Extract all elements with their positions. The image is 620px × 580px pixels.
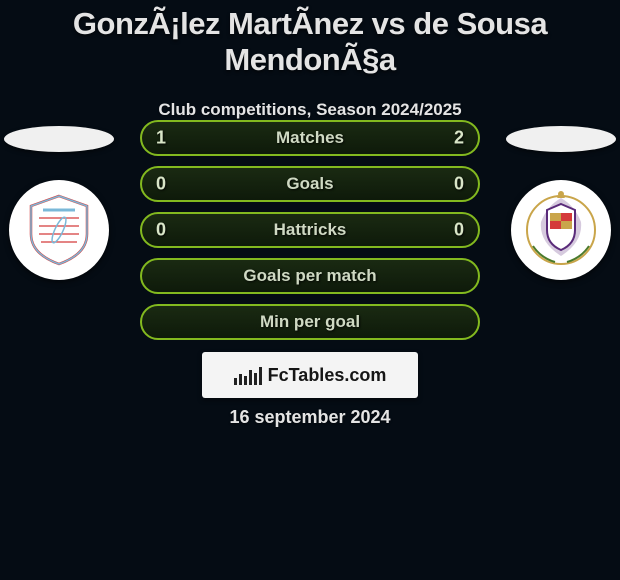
stat-row-goals: 0 Goals 0 [140,166,480,202]
fctables-badge: FcTables.com [202,352,418,398]
stat-label: Goals per match [243,266,376,286]
stat-label: Min per goal [260,312,360,332]
stat-row-min-per-goal: Min per goal [140,304,480,340]
player-right-column [506,126,616,280]
badge-text: FcTables.com [268,365,387,386]
stat-left-value: 1 [156,128,166,149]
player-left-column [4,126,114,280]
player-right-club-crest [511,180,611,280]
stat-row-goals-per-match: Goals per match [140,258,480,294]
celta-crest-icon [19,190,99,270]
stat-right-value: 2 [454,128,464,149]
stat-label: Goals [286,174,333,194]
stat-label: Matches [276,128,344,148]
stat-row-matches: 1 Matches 2 [140,120,480,156]
stat-left-value: 0 [156,174,166,195]
page-title: GonzÃ¡lez MartÃnez vs de Sousa MendonÃ§a [0,0,620,78]
stat-label: Hattricks [274,220,347,240]
stat-row-hattricks: 0 Hattricks 0 [140,212,480,248]
player-left-club-crest [9,180,109,280]
page-subtitle: Club competitions, Season 2024/2025 [0,100,620,120]
player-right-avatar [506,126,616,152]
bars-icon [234,365,262,385]
stat-left-value: 0 [156,220,166,241]
date-text: 16 september 2024 [0,407,620,428]
stat-right-value: 0 [454,174,464,195]
stats-container: 1 Matches 2 0 Goals 0 0 Hattricks 0 Goal… [140,120,480,340]
valladolid-crest-icon [517,186,605,274]
player-left-avatar [4,126,114,152]
stat-right-value: 0 [454,220,464,241]
